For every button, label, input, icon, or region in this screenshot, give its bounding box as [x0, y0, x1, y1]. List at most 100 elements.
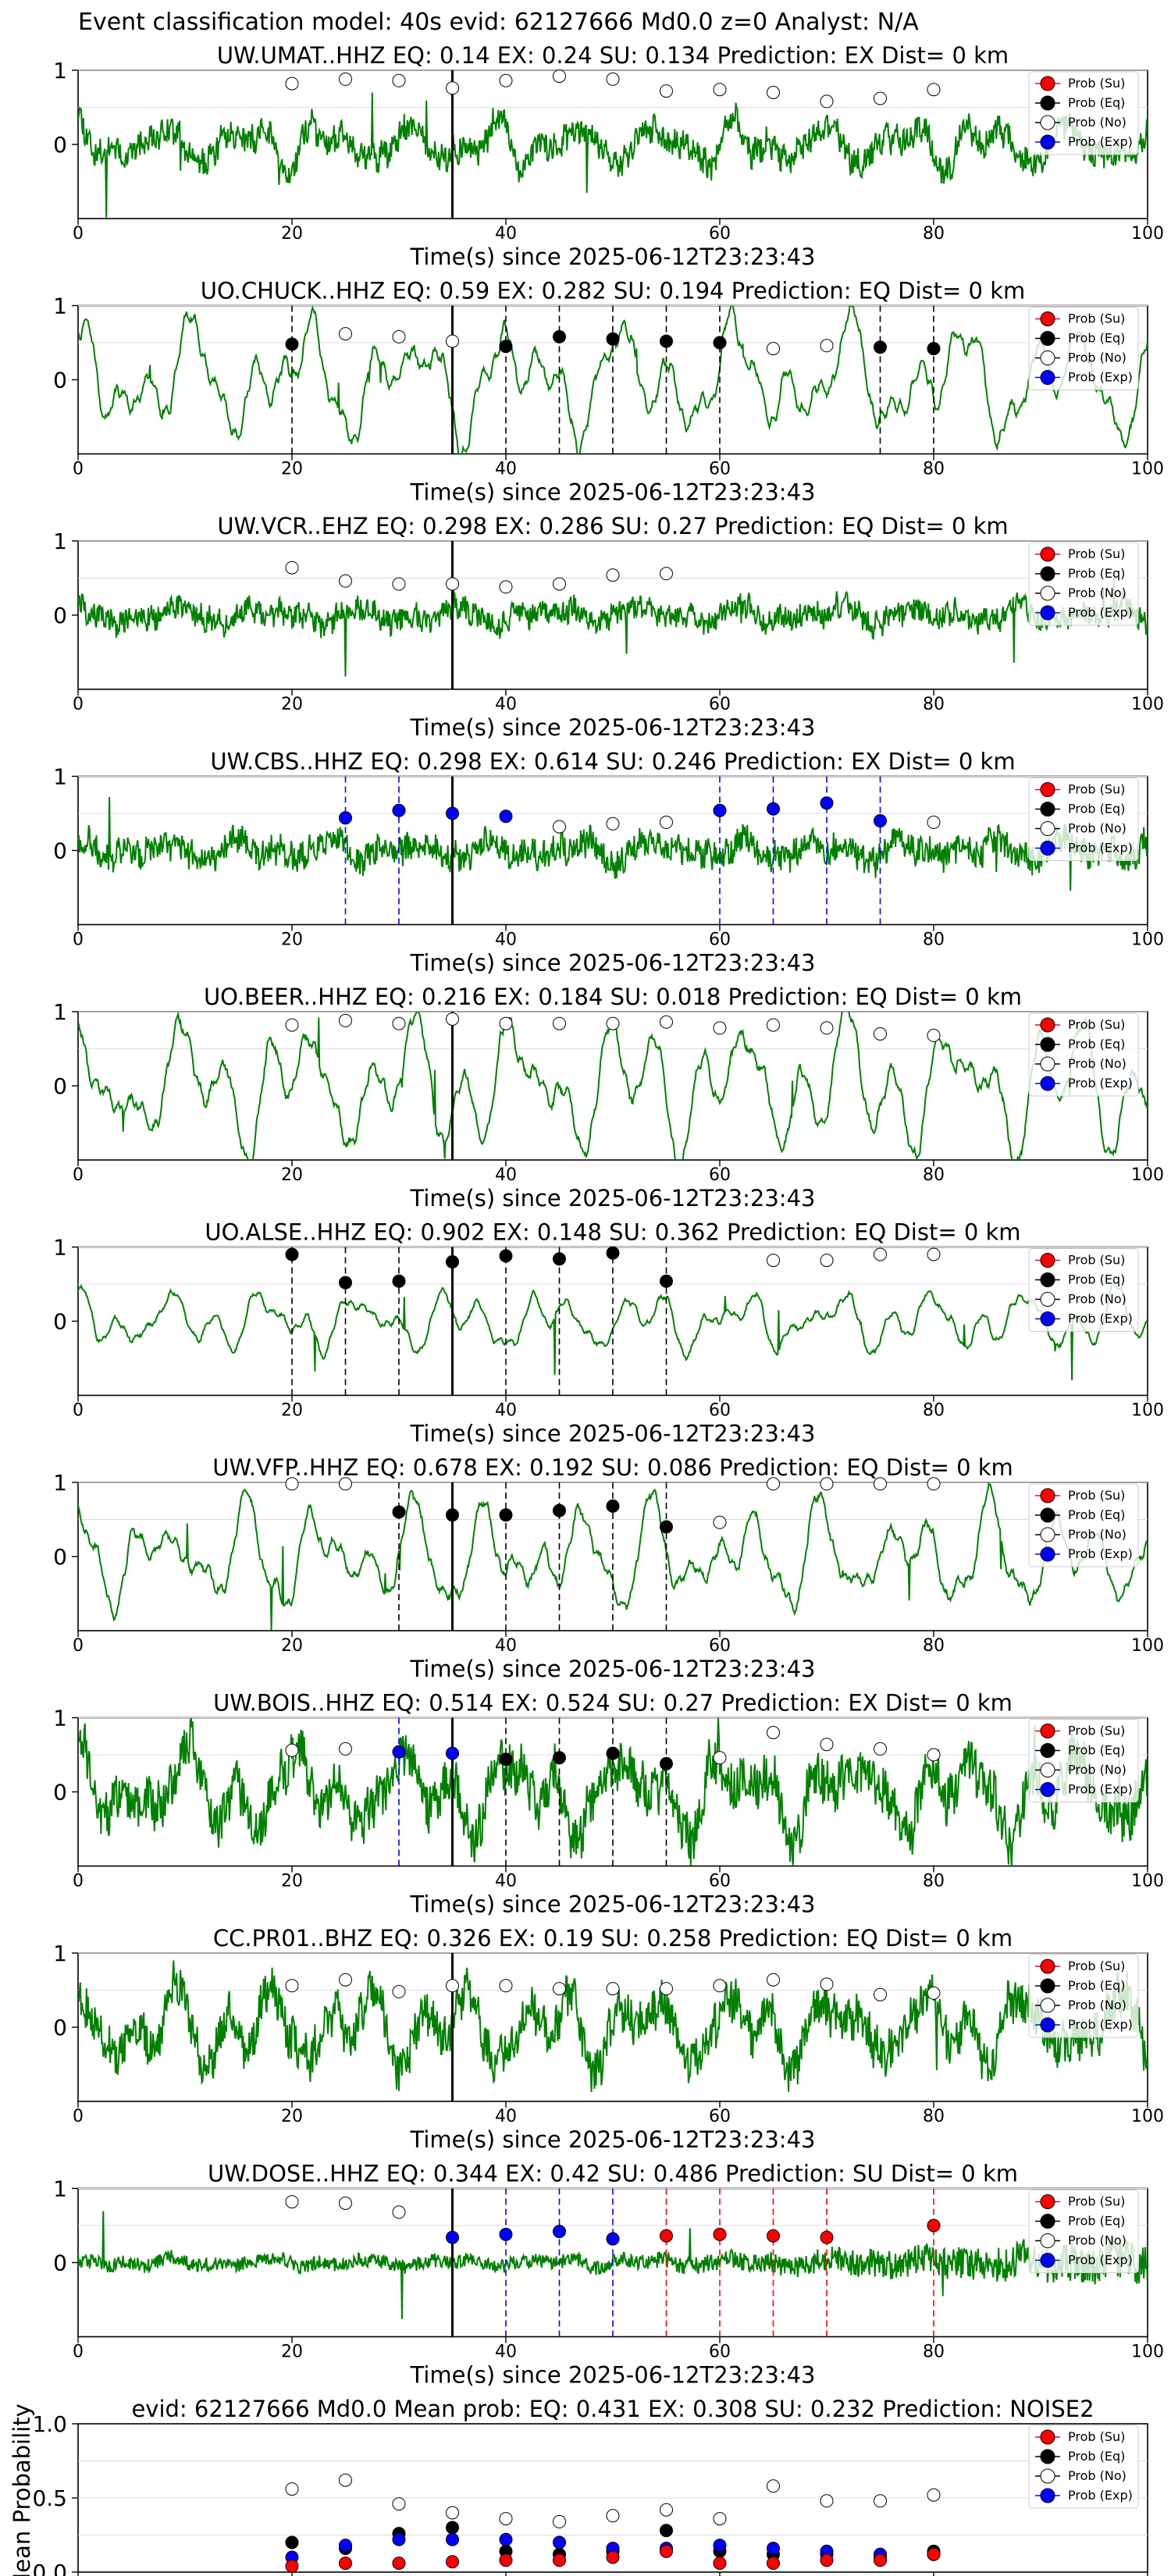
subplot-7: UW.VFP..HHZ EQ: 0.678 EX: 0.192 SU: 0.08…	[53, 1454, 1164, 1682]
subplot-4-title: UW.CBS..HHZ EQ: 0.298 EX: 0.614 SU: 0.24…	[210, 749, 1015, 775]
subplot-2-point-eq-5	[713, 336, 727, 350]
subplot-1-waveform	[78, 92, 1148, 218]
subplot-6-xtick-label-2: 40	[495, 1401, 517, 1421]
subplot-9-legend	[1028, 1954, 1139, 2038]
subplot-8-xtick-label-1: 20	[281, 1872, 303, 1891]
subplot-2-point-eq-1	[499, 340, 513, 354]
subplot-9-xtick-label-0: 0	[73, 2107, 84, 2126]
subplot-3-xtick-label-5: 100	[1131, 695, 1164, 714]
subplot-8-xtick-label-0: 0	[73, 1872, 84, 1891]
subplot-3-point-no-3	[446, 577, 459, 591]
subplot-1-xtick-label-0: 0	[73, 224, 84, 244]
subplot-8-ytick-label-0: 0	[53, 1780, 67, 1806]
subplot-9-title: CC.PR01..BHZ EQ: 0.326 EX: 0.19 SU: 0.25…	[213, 1925, 1013, 1952]
subplot-9-legend-label-exp: Prob (Exp)	[1068, 2017, 1133, 2032]
subplot-10-xlabel: Time(s) since 2025-06-12T23:23:43	[410, 2362, 816, 2389]
mean-point-exp-5	[553, 2535, 566, 2549]
subplot-4-legend-marker-no	[1040, 821, 1055, 836]
subplot-3-legend-marker-no	[1040, 585, 1055, 601]
subplot-1-point-no-10	[820, 94, 834, 109]
subplot-3-point-no-4	[499, 580, 513, 594]
subplot-10-point-no-1	[339, 2197, 352, 2210]
subplot-8: UW.BOIS..HHZ EQ: 0.514 EX: 0.524 SU: 0.2…	[53, 1690, 1164, 1918]
mean-point-eq-3	[446, 2521, 459, 2535]
subplot-2-legend-label-exp: Prob (Exp)	[1068, 370, 1133, 385]
subplot-9-legend-marker-exp	[1040, 2017, 1055, 2033]
subplot-6-point-eq-5	[553, 1252, 566, 1266]
subplot-3-legend-label-exp: Prob (Exp)	[1068, 605, 1133, 620]
subplot-7-xtick-label-3: 60	[709, 1636, 731, 1656]
subplot-7-legend	[1028, 1483, 1139, 1567]
subplot-1-legend-marker-no	[1040, 115, 1055, 130]
mean-point-no-6	[606, 2509, 620, 2523]
mean-point-exp-1	[339, 2539, 352, 2553]
subplot-5-legend	[1028, 1012, 1139, 1097]
subplot-6-xtick-label-0: 0	[73, 1401, 84, 1421]
subplot-10-xtick-label-1: 20	[281, 2343, 303, 2362]
subplot-6-point-eq-3	[446, 1255, 459, 1268]
subplot-9: CC.PR01..BHZ EQ: 0.326 EX: 0.19 SU: 0.25…	[53, 1925, 1164, 2153]
subplot-2-point-no-4	[820, 339, 834, 353]
subplot-7-xtick-label-2: 40	[495, 1636, 517, 1656]
subplot-1-legend-label-exp: Prob (Exp)	[1068, 134, 1133, 149]
subplot-8-legend-marker-su	[1040, 1724, 1055, 1738]
subplot-1-point-no-2	[392, 73, 406, 87]
subplot-9-xtick-label-2: 40	[495, 2107, 517, 2126]
subplot-7-xtick-label-0: 0	[73, 1636, 84, 1656]
subplot-4-legend-label-exp: Prob (Exp)	[1068, 841, 1133, 856]
subplot-7-legend-label-su: Prob (Su)	[1068, 1488, 1125, 1503]
subplot-3-title: UW.VCR..EHZ EQ: 0.298 EX: 0.286 SU: 0.27…	[217, 513, 1008, 539]
subplot-2-legend-label-su: Prob (Su)	[1068, 311, 1125, 326]
subplot-10-point-su-0	[660, 2229, 673, 2243]
subplot-9-point-no-12	[927, 1986, 941, 2000]
subplot-1-point-no-4	[499, 73, 513, 87]
subplot-9-legend-label-eq: Prob (Eq)	[1068, 1978, 1125, 1993]
subplot-8-xtick-label-4: 80	[923, 1872, 945, 1891]
subplot-10-legend-label-exp: Prob (Exp)	[1068, 2253, 1133, 2268]
mean-point-su-11	[874, 2553, 887, 2567]
subplot-3-axes	[77, 540, 1148, 690]
subplot-9-point-no-10	[820, 1977, 834, 1991]
subplot-9-point-no-4	[499, 1979, 513, 1993]
subplot-3-legend	[1028, 542, 1139, 626]
mean-ylabel: Mean Probability	[9, 2403, 35, 2576]
subplot-1-xtick-label-1: 20	[281, 224, 303, 244]
subplot-5-point-no-7	[660, 1015, 673, 1029]
subplot-8-xtick-label-3: 60	[709, 1872, 731, 1891]
subplot-3-point-no-2	[392, 577, 406, 591]
subplot-4-point-exp-6	[820, 796, 834, 810]
subplot-2-xtick-label-5: 100	[1131, 460, 1164, 479]
subplot-10-waveform	[78, 2211, 1148, 2319]
subplot-5-legend-marker-eq	[1040, 1037, 1055, 1052]
subplot-5-xtick-label-2: 40	[495, 1165, 517, 1185]
subplot-5-point-no-8	[713, 1021, 727, 1035]
subplot-2-legend-marker-su	[1040, 311, 1055, 326]
subplot-4-xtick-label-5: 100	[1131, 930, 1164, 950]
subplot-8-point-exp-1	[446, 1746, 459, 1760]
subplot-10-legend-label-eq: Prob (Eq)	[1068, 2214, 1125, 2229]
subplot-10-point-exp-1	[499, 2227, 513, 2241]
subplot-2-legend-marker-exp	[1040, 370, 1055, 385]
subplot-8-point-no-1	[339, 1742, 352, 1756]
subplot-2-legend-label-eq: Prob (Eq)	[1068, 331, 1125, 346]
subplot-2-point-eq-4	[660, 334, 673, 348]
subplot-6-point-no-3	[927, 1247, 941, 1261]
subplot-7-legend-marker-exp	[1040, 1546, 1055, 1562]
subplot-4-legend-marker-exp	[1040, 841, 1055, 856]
subplot-2-legend-marker-no	[1040, 350, 1055, 365]
subplot-1-legend-label-eq: Prob (Eq)	[1068, 95, 1125, 110]
subplot-6-legend	[1028, 1248, 1139, 1332]
subplot-5: UO.BEER..HHZ EQ: 0.216 EX: 0.184 SU: 0.0…	[53, 984, 1164, 1212]
subplot-7-point-eq-0	[392, 1505, 406, 1519]
subplot-4-point-exp-4	[713, 803, 727, 817]
subplot-2-point-no-1	[392, 329, 406, 343]
subplot-8-point-eq-0	[499, 1752, 513, 1767]
subplot-6-point-eq-6	[606, 1246, 620, 1260]
subplot-5-ytick-label-0: 0	[53, 1073, 67, 1099]
subplot-9-xtick-label-4: 80	[923, 2107, 945, 2126]
subplot-1-xlabel: Time(s) since 2025-06-12T23:23:43	[410, 244, 816, 270]
subplot-1-xtick-label-5: 100	[1131, 224, 1164, 244]
subplot-8-point-eq-1	[553, 1751, 566, 1765]
subplot-2-xtick-label-3: 60	[709, 460, 731, 479]
subplot-9-point-no-8	[713, 1979, 727, 1993]
